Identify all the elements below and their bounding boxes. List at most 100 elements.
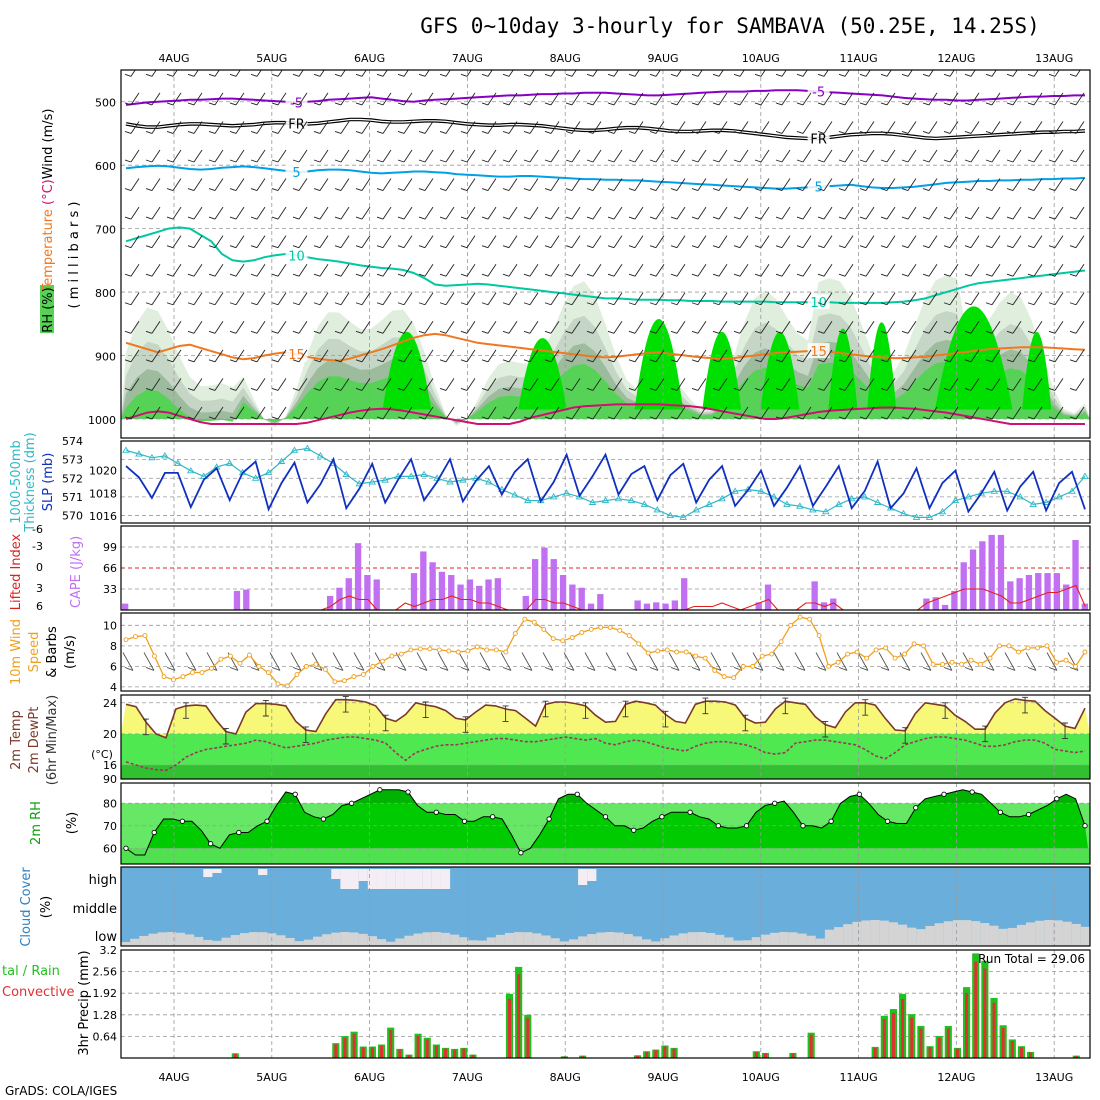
cape-plot (121, 526, 1090, 610)
wind-barb (733, 321, 749, 334)
wind-speed-point (379, 658, 385, 664)
wind-barb (628, 378, 644, 391)
thickness-point (1016, 493, 1024, 500)
wind-barb (586, 292, 602, 306)
wind-barb (1048, 406, 1064, 420)
cape-bar (587, 603, 595, 610)
bottom-date-label: 5AUG (256, 1071, 287, 1084)
wind-barb (439, 378, 455, 391)
wind-barb (901, 149, 917, 163)
wind-barb (439, 321, 455, 334)
wind-barb (334, 206, 350, 220)
ylabel-part: Temperature (41, 209, 56, 292)
wind-barb (145, 321, 161, 334)
cloud-plot (121, 867, 1090, 946)
wind-barb (670, 121, 686, 134)
cloud-panel: high middle low Cloud Cover (%) (19, 866, 1091, 947)
wind-barb (1006, 235, 1022, 249)
wind-barb (397, 92, 413, 106)
low-cloud-bar (184, 934, 195, 946)
wind-barb (355, 406, 371, 420)
wind-barb (271, 321, 287, 334)
cape-bar (410, 573, 418, 610)
wind-speed-point (921, 643, 927, 649)
wind-barb (859, 121, 875, 134)
wind-tick: 8 (110, 640, 117, 653)
low-cloud-bar (934, 923, 944, 946)
thickness-point (796, 502, 804, 509)
minmax-bar (542, 700, 549, 718)
wind-barb (145, 206, 161, 220)
surface-barb (542, 652, 554, 671)
wind-barb (985, 292, 1001, 306)
wind-barb (775, 378, 791, 391)
surface-barb (647, 652, 659, 671)
wind-barb (229, 235, 245, 249)
cape-bar (336, 587, 343, 610)
thickness-point (860, 493, 869, 500)
wind-speed-point (940, 661, 946, 667)
wind-barb (166, 178, 182, 191)
high-cloud-bar (212, 869, 222, 873)
wind-barb (1027, 321, 1043, 334)
cloud-tick: middle (73, 902, 117, 917)
wind-barb (859, 149, 875, 163)
thickness-point (718, 494, 726, 502)
wind-barb (439, 263, 455, 277)
wind-barb (271, 92, 287, 106)
wind-barb (670, 321, 686, 334)
wind-barb (418, 292, 434, 306)
rh-point (800, 823, 806, 829)
wind-barb (670, 206, 686, 220)
wind-barb (796, 321, 812, 334)
thickness-point (1003, 487, 1012, 494)
wind-barb (817, 406, 833, 420)
wind-barb (250, 206, 266, 220)
wind-barb (649, 235, 665, 249)
thickness-point (899, 509, 908, 517)
bottom-date-label: 4AUG (158, 1071, 189, 1084)
wind-barb (796, 235, 812, 249)
wind-barb (355, 349, 371, 363)
contour-label-bg (807, 343, 830, 359)
precip-conv-bar (910, 1017, 914, 1058)
low-cloud-bar (1044, 920, 1054, 946)
wind-barb (313, 178, 329, 191)
wind-speed-point (617, 627, 623, 633)
wind-barb (838, 263, 854, 277)
wind-barb (166, 292, 182, 306)
wind-barb (1048, 378, 1064, 391)
wind-barb (292, 349, 308, 363)
wind-barb (586, 178, 602, 191)
contour-label: 10 (810, 296, 827, 311)
cape-bar (531, 559, 539, 610)
wind-barb (313, 378, 329, 391)
wind-speed-point (978, 661, 984, 667)
low-cloud-bar (916, 929, 926, 946)
thickness-point (225, 459, 234, 466)
wind-barb (1006, 378, 1022, 391)
precip-conv-bar (946, 1028, 950, 1058)
wind-barb (250, 292, 266, 306)
cape-lifted-panel: -6 -3 0 3 6 33 66 99 Lifted Index CAPE (J/kg) (9, 523, 1091, 613)
precip-conv-bar (955, 1048, 959, 1058)
wind-barb (208, 121, 224, 134)
wind-barb (544, 378, 560, 391)
wind-barb (502, 149, 518, 163)
ylabel-part: 10m Wind (9, 619, 24, 685)
low-cloud-bar (925, 925, 935, 946)
wind-barb (229, 292, 245, 306)
cape-bar (960, 562, 967, 610)
wind-barb (208, 349, 224, 363)
ylabel-part: 3hr Precip (mm) (77, 950, 92, 1055)
wind-barb (166, 349, 182, 363)
wind-barb (502, 406, 518, 420)
slp-thickness-panel: 570 571 572 573 574 1016 1018 1020 1000-500mb Thi… (9, 432, 1091, 533)
thickness-point (420, 470, 428, 477)
thickness-point (847, 494, 856, 502)
wind-barb (481, 349, 497, 363)
wind-barb (439, 292, 455, 306)
wind-speed-point (807, 616, 813, 622)
wind-barb (271, 121, 287, 134)
cape-bar (1007, 581, 1014, 610)
